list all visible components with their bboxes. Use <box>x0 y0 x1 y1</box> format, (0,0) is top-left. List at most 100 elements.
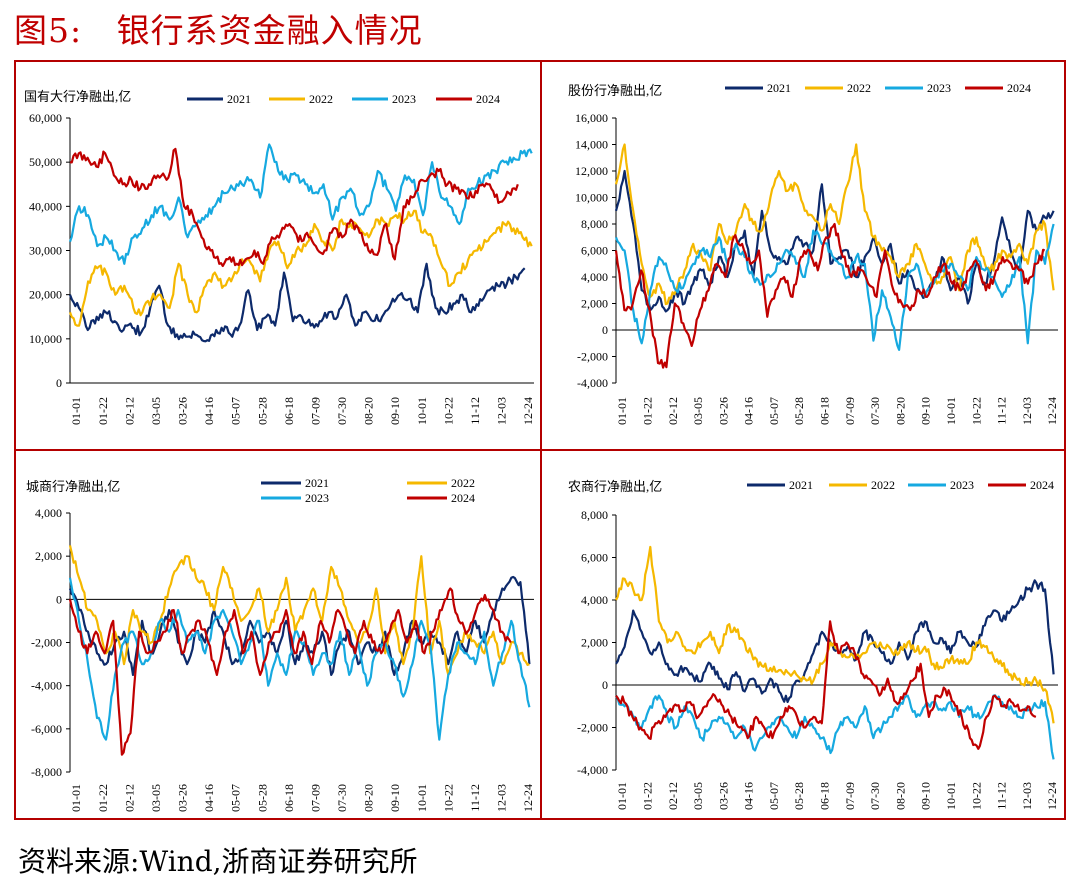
series-line-2024 <box>69 147 519 268</box>
y-tick-label: 6,000 <box>581 551 608 565</box>
y-tick-label: 8,000 <box>581 217 608 231</box>
series-line-2021 <box>614 169 1055 313</box>
y-tick-label: 12,000 <box>575 164 608 178</box>
x-tick-label: 10-01 <box>415 784 429 812</box>
x-tick-label: 05-07 <box>229 397 243 425</box>
x-tick-label: 03-05 <box>149 397 163 425</box>
panel-title: 国有大行净融出,亿 <box>24 89 131 104</box>
legend-label-2021: 2021 <box>789 478 813 492</box>
y-tick-label: 14,000 <box>575 138 608 152</box>
x-tick-label: 04-16 <box>202 784 216 812</box>
x-tick-label: 04-16 <box>742 397 756 425</box>
y-tick-label: 2,000 <box>581 297 608 311</box>
y-tick-label: -2,000 <box>577 350 608 364</box>
series-line-2021 <box>615 579 1055 704</box>
x-tick-label: 08-20 <box>362 397 376 425</box>
legend-label-2021: 2021 <box>767 81 791 95</box>
x-tick-label: 04-16 <box>742 782 756 810</box>
x-tick-label: 01-22 <box>96 784 110 812</box>
x-tick-label: 05-28 <box>792 782 806 810</box>
y-tick-label: -4,000 <box>31 679 62 693</box>
x-tick-label: 12-24 <box>521 784 535 812</box>
legend-label-2023: 2023 <box>927 81 951 95</box>
y-tick-label: -4,000 <box>577 763 608 777</box>
x-tick-label: 12-24 <box>1045 397 1059 425</box>
series-line-2024 <box>68 587 512 756</box>
y-tick-label: -2,000 <box>577 721 608 735</box>
y-tick-label: 20,000 <box>29 288 62 302</box>
x-tick-label: 03-26 <box>716 397 730 425</box>
y-tick-label: -2,000 <box>31 636 62 650</box>
x-tick-label: 12-03 <box>495 397 509 425</box>
x-tick-label: 10-22 <box>441 784 455 812</box>
y-tick-label: 0 <box>602 323 608 337</box>
series-line-2023 <box>68 143 533 265</box>
x-tick-label: 02-12 <box>122 397 136 425</box>
x-tick-label: 12-24 <box>1045 782 1059 810</box>
x-tick-label: 03-05 <box>691 397 705 425</box>
y-tick-label: 0 <box>602 678 608 692</box>
series-line-2022 <box>614 143 1055 306</box>
panel-title: 城商行净融出,亿 <box>26 479 120 494</box>
x-tick-label: 03-26 <box>176 784 190 812</box>
series-line-2023 <box>615 694 1055 760</box>
x-tick-label: 05-07 <box>229 784 243 812</box>
x-tick-label: 11-12 <box>468 397 482 425</box>
legend-label-2022: 2022 <box>871 478 895 492</box>
legend-label-2024: 2024 <box>476 92 500 106</box>
legend-label-2023: 2023 <box>950 478 974 492</box>
legend-label-2022: 2022 <box>451 476 475 490</box>
chart-panel-rural-commercial: 农商行净融出,亿 -4,000 -2,000 0 2,000 4,000 6,000 8,00… <box>568 478 1059 810</box>
legend-label-2022: 2022 <box>309 92 333 106</box>
series-line-2021 <box>68 262 526 343</box>
y-tick-label: 4,000 <box>581 593 608 607</box>
x-tick-label: 07-30 <box>335 784 349 812</box>
x-tick-label: 09-10 <box>388 784 402 812</box>
x-tick-label: 05-28 <box>792 397 806 425</box>
series-line-2022 <box>615 545 1055 724</box>
x-tick-label: 07-30 <box>868 397 882 425</box>
x-tick-label: 10-22 <box>441 397 455 425</box>
series-line-2024 <box>614 222 1046 369</box>
series-line-2023 <box>614 223 1055 351</box>
y-tick-label: 10,000 <box>575 191 608 205</box>
y-tick-label: 4,000 <box>581 270 608 284</box>
x-tick-label: 08-20 <box>893 782 907 810</box>
series-line-2022 <box>68 545 530 676</box>
x-tick-label: 04-16 <box>202 397 216 425</box>
x-tick-label: 07-30 <box>335 397 349 425</box>
x-tick-label: 03-05 <box>691 782 705 810</box>
x-tick-label: 10-01 <box>415 397 429 425</box>
x-tick-label: 01-22 <box>640 782 654 810</box>
y-tick-label: 2,000 <box>581 636 608 650</box>
figure-title: 图5: 银行系资金融入情况 <box>14 11 423 50</box>
y-tick-label: 60,000 <box>29 111 62 125</box>
x-tick-label: 12-24 <box>521 397 535 425</box>
x-tick-label: 11-12 <box>995 397 1009 425</box>
x-tick-label: 01-22 <box>640 397 654 425</box>
y-tick-label: -8,000 <box>31 765 62 779</box>
legend-label-2024: 2024 <box>1007 81 1031 95</box>
y-tick-label: 16,000 <box>575 111 608 125</box>
legend-label-2022: 2022 <box>847 81 871 95</box>
y-tick-label: 4,000 <box>35 506 62 520</box>
x-tick-label: 03-05 <box>149 784 163 812</box>
x-tick-label: 08-20 <box>362 784 376 812</box>
x-tick-label: 03-26 <box>716 782 730 810</box>
x-tick-label: 02-12 <box>666 397 680 425</box>
x-tick-label: 03-26 <box>176 397 190 425</box>
x-tick-label: 07-09 <box>843 397 857 425</box>
panel-title: 农商行净融出,亿 <box>568 479 662 494</box>
panel-title: 股份行净融出,亿 <box>568 83 662 98</box>
x-tick-label: 01-01 <box>69 397 83 425</box>
x-tick-label: 02-12 <box>122 784 136 812</box>
x-tick-label: 05-07 <box>767 397 781 425</box>
legend-label-2023: 2023 <box>305 491 329 505</box>
x-tick-label: 10-22 <box>969 782 983 810</box>
x-tick-label: 01-01 <box>69 784 83 812</box>
x-tick-label: 12-03 <box>1020 782 1034 810</box>
chart-panel-state-owned: 国有大行净融出,亿 0 10,000 20,000 30,000 40,000 50,000… <box>24 89 535 425</box>
x-tick-label: 01-01 <box>615 782 629 810</box>
x-tick-label: 06-18 <box>818 782 832 810</box>
x-tick-label: 01-22 <box>96 397 110 425</box>
